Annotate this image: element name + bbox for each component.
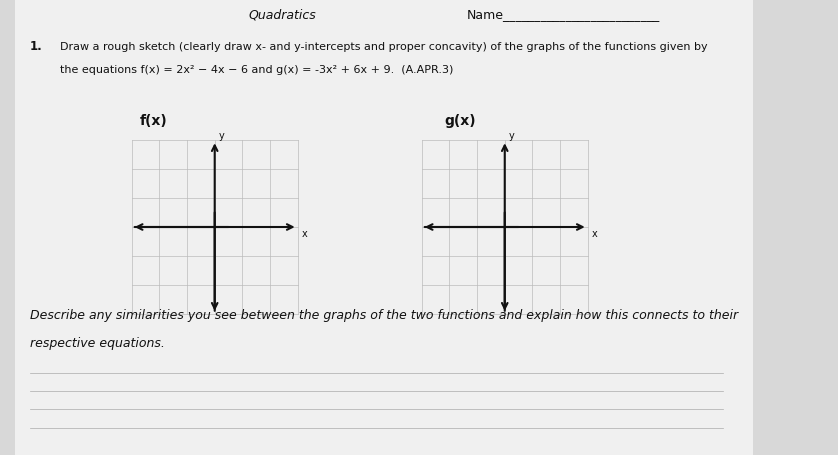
Text: y: y <box>219 131 225 141</box>
Text: Quadratics: Quadratics <box>249 8 317 21</box>
Text: respective equations.: respective equations. <box>30 336 165 349</box>
Text: f(x): f(x) <box>139 114 167 128</box>
Text: the equations f(x) = 2x² − 4x − 6 and g(x) = -3x² + 6x + 9.  (A.APR.3): the equations f(x) = 2x² − 4x − 6 and g(… <box>60 65 453 75</box>
Text: g(x): g(x) <box>444 114 476 128</box>
Text: x: x <box>302 228 307 238</box>
Text: Name_________________________: Name_________________________ <box>467 8 660 21</box>
Polygon shape <box>15 0 753 455</box>
Text: Draw a rough sketch (clearly draw x- and y-intercepts and proper concavity) of t: Draw a rough sketch (clearly draw x- and… <box>60 42 708 52</box>
Text: y: y <box>509 131 515 141</box>
Text: Describe any similarities you see between the graphs of the two functions and ex: Describe any similarities you see betwee… <box>30 308 738 322</box>
Text: 1.: 1. <box>30 40 43 53</box>
Text: x: x <box>592 228 597 238</box>
